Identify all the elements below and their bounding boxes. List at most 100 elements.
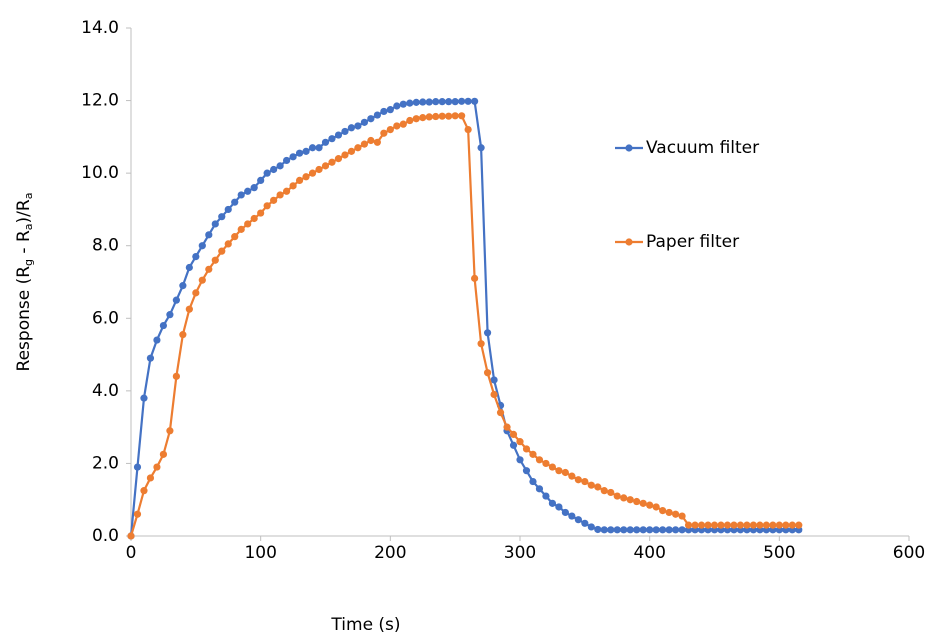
data-point bbox=[373, 138, 381, 146]
data-point bbox=[224, 240, 232, 248]
data-point bbox=[607, 526, 615, 534]
data-point bbox=[607, 488, 615, 497]
data-point bbox=[244, 187, 252, 195]
data-point bbox=[153, 463, 161, 471]
data-point bbox=[308, 169, 317, 177]
data-point bbox=[237, 191, 245, 199]
data-point bbox=[354, 144, 362, 152]
x-tick-label: 500 bbox=[763, 543, 795, 563]
data-point bbox=[380, 107, 388, 116]
data-point bbox=[328, 158, 336, 166]
data-point bbox=[613, 492, 621, 500]
data-point bbox=[458, 97, 466, 105]
data-point bbox=[704, 521, 712, 529]
data-point bbox=[743, 521, 751, 529]
data-point bbox=[419, 98, 427, 106]
y-tick-label: 12.0 bbox=[81, 91, 119, 111]
y-tick-label: 0.0 bbox=[92, 526, 119, 546]
data-point bbox=[646, 501, 654, 509]
data-point bbox=[373, 111, 381, 119]
y-tick-label: 2.0 bbox=[92, 453, 119, 473]
data-point bbox=[762, 521, 770, 529]
y-title-part: Response (R bbox=[14, 266, 34, 372]
data-point bbox=[315, 144, 323, 152]
data-point bbox=[153, 336, 161, 344]
y-axis-title: Response (Rg - Ra)/Ra bbox=[14, 193, 35, 372]
data-point bbox=[535, 456, 544, 464]
data-point bbox=[451, 112, 459, 120]
x-tick-label: 200 bbox=[374, 543, 406, 563]
data-point bbox=[341, 151, 349, 159]
data-point bbox=[613, 526, 621, 534]
data-point bbox=[555, 467, 563, 475]
data-point bbox=[218, 213, 226, 221]
data-point bbox=[561, 468, 569, 477]
data-point bbox=[652, 503, 660, 511]
data-point bbox=[646, 526, 654, 534]
data-point bbox=[516, 438, 524, 446]
data-point bbox=[231, 233, 239, 241]
data-point bbox=[736, 521, 745, 529]
data-point bbox=[360, 140, 368, 148]
series-line bbox=[129, 100, 799, 537]
data-point bbox=[788, 521, 796, 529]
data-point bbox=[432, 112, 440, 121]
data-point bbox=[198, 242, 206, 250]
data-point bbox=[419, 114, 427, 122]
data-point bbox=[665, 526, 673, 534]
y-title-part: - R bbox=[14, 230, 34, 259]
data-point bbox=[477, 340, 485, 348]
data-point bbox=[354, 122, 362, 130]
data-point bbox=[782, 521, 790, 529]
data-point bbox=[600, 487, 608, 495]
data-point bbox=[471, 97, 479, 105]
data-point bbox=[334, 131, 343, 139]
data-point bbox=[347, 147, 356, 155]
data-point bbox=[464, 97, 472, 105]
data-point bbox=[276, 162, 284, 170]
data-point bbox=[581, 519, 589, 527]
data-point bbox=[451, 98, 459, 106]
data-point bbox=[367, 136, 375, 145]
data-point bbox=[406, 116, 414, 125]
data-point bbox=[678, 512, 686, 520]
data-point bbox=[263, 202, 271, 210]
legend-marker bbox=[625, 144, 633, 152]
data-point bbox=[535, 485, 544, 493]
data-point bbox=[730, 521, 738, 529]
data-point bbox=[438, 98, 446, 106]
data-point bbox=[697, 521, 706, 529]
data-point bbox=[568, 472, 576, 480]
y-title-sub: a bbox=[22, 193, 35, 200]
data-point bbox=[211, 256, 219, 264]
data-point bbox=[795, 521, 803, 529]
data-point bbox=[237, 225, 245, 233]
data-point bbox=[386, 106, 394, 114]
y-title-sub: g bbox=[22, 259, 35, 266]
data-point bbox=[620, 494, 628, 502]
data-point bbox=[522, 467, 531, 475]
data-point bbox=[224, 205, 232, 214]
y-title-sub: a bbox=[22, 223, 35, 230]
data-point bbox=[283, 187, 291, 195]
y-tick-label: 4.0 bbox=[92, 381, 119, 401]
data-point bbox=[568, 512, 576, 520]
data-point bbox=[367, 115, 375, 123]
data-point bbox=[496, 409, 505, 417]
data-point bbox=[321, 138, 330, 146]
data-point bbox=[458, 112, 466, 120]
data-point bbox=[159, 321, 168, 330]
data-point bbox=[133, 463, 142, 471]
data-point bbox=[490, 390, 498, 399]
data-point bbox=[205, 265, 213, 273]
data-point bbox=[295, 149, 304, 157]
x-tick-label: 300 bbox=[504, 543, 536, 563]
data-point bbox=[581, 477, 589, 486]
data-point bbox=[672, 510, 680, 518]
data-point bbox=[555, 503, 563, 511]
data-point bbox=[399, 120, 407, 128]
y-tick-label: 8.0 bbox=[92, 236, 119, 256]
data-point bbox=[490, 376, 498, 384]
